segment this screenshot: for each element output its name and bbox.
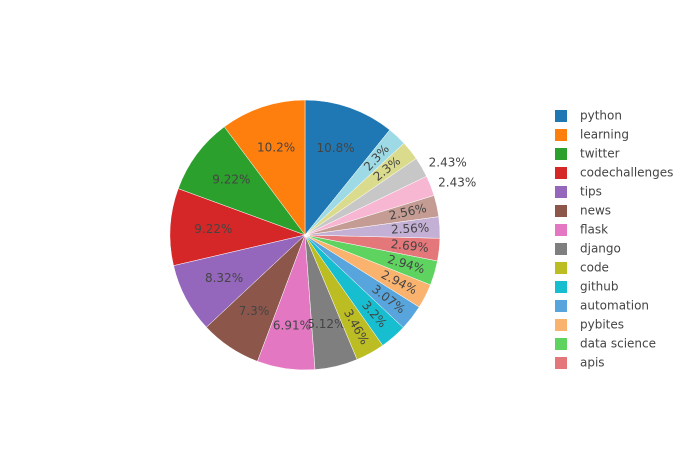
- slice-label: 2.43%: [438, 175, 476, 189]
- legend-swatch: [555, 167, 567, 179]
- pie-slice: [169, 188, 306, 266]
- slice-label: 5.12%: [307, 317, 345, 331]
- legend-swatch: [555, 281, 567, 293]
- legend-label: codechallenges: [580, 166, 673, 180]
- legend-label: twitter: [580, 147, 620, 161]
- legend-label: news: [580, 204, 611, 218]
- legend-label: apis: [580, 356, 605, 370]
- slice-label: 10.8%: [316, 141, 354, 155]
- legend-label: automation: [580, 299, 649, 313]
- legend-swatch: [555, 205, 567, 217]
- pie-slice: [304, 129, 405, 236]
- legend-swatch: [555, 129, 567, 141]
- legend-swatch: [555, 243, 567, 255]
- slice-label: 2.43%: [429, 156, 467, 170]
- legend-label: github: [580, 280, 618, 294]
- legend-swatch: [555, 110, 567, 122]
- legend-swatch: [555, 300, 567, 312]
- legend-label: code: [580, 261, 609, 275]
- slice-label: 6.91%: [273, 318, 311, 332]
- slice-label: 9.22%: [212, 173, 250, 187]
- legend-label: learning: [580, 128, 629, 142]
- legend-swatch: [555, 148, 567, 160]
- slice-label: 2.56%: [391, 221, 430, 237]
- legend-label: flask: [580, 223, 608, 237]
- legend-swatch: [555, 186, 567, 198]
- slice-label: 2.69%: [390, 237, 429, 255]
- pie-slice: [177, 126, 306, 236]
- legend-label: django: [580, 242, 621, 256]
- legend-swatch: [555, 319, 567, 331]
- legend-swatch: [555, 224, 567, 236]
- pie-slice: [304, 99, 391, 236]
- legend-swatch: [555, 262, 567, 274]
- legend-swatch: [555, 357, 567, 369]
- slice-label: 9.22%: [194, 222, 232, 236]
- slice-label: 10.2%: [257, 140, 295, 154]
- slice-label: 8.32%: [205, 271, 243, 285]
- legend-label: tips: [580, 185, 602, 199]
- legend-label: python: [580, 109, 622, 123]
- legend-label: data science: [580, 337, 656, 351]
- legend-label: pybites: [580, 318, 624, 332]
- slice-label: 7.3%: [239, 304, 270, 318]
- legend-swatch: [555, 338, 567, 350]
- pie-slice: [223, 99, 306, 236]
